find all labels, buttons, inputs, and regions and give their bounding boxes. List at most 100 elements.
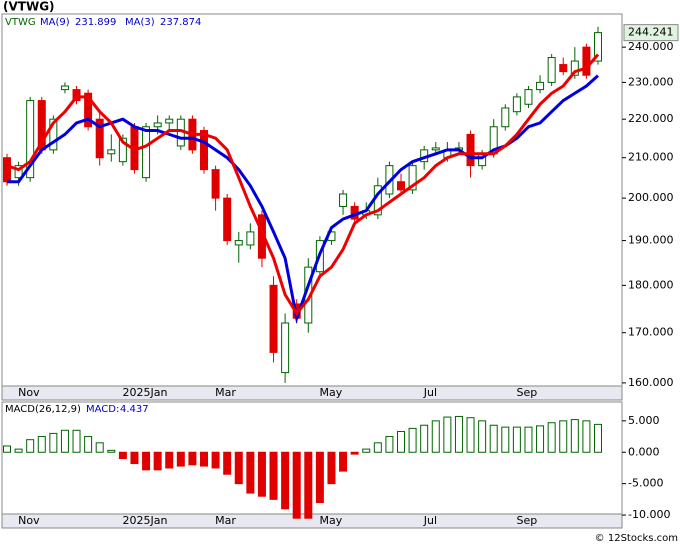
candle-body (223, 197, 232, 242)
candle-body (14, 165, 23, 179)
x-tick-label: Jul (423, 386, 437, 399)
macd-bar (559, 420, 568, 453)
macd-bar (142, 451, 151, 471)
x-tick-label: Nov (18, 386, 40, 399)
macd-bar (408, 427, 417, 453)
candle-body (536, 81, 545, 91)
ma-line (7, 74, 600, 324)
macd-bar (315, 451, 324, 504)
candle-body (72, 89, 81, 102)
last-price: 244.241 (628, 26, 674, 39)
source: © 12Stocks.com (595, 533, 678, 544)
macd-bar (211, 451, 220, 469)
ma-line (6, 53, 600, 317)
macd-bar (257, 451, 266, 497)
macd-bar (281, 451, 290, 510)
candle-body (547, 57, 556, 83)
candle-body (339, 193, 348, 207)
macd-bar (373, 442, 382, 453)
macd-bar (14, 448, 23, 453)
candle-body (501, 107, 510, 128)
y-tick-label: 180.000 (628, 278, 674, 291)
y-tick-label: 170.000 (628, 326, 674, 339)
macd-bar (512, 426, 521, 453)
y-tick-label: 210.000 (628, 151, 674, 164)
macd-bar (60, 429, 69, 453)
y-tick-label: 220.000 (628, 112, 674, 125)
macd-bar (292, 451, 301, 519)
macd-bar (49, 432, 58, 453)
candle-body (142, 126, 151, 179)
macd-bar (582, 420, 591, 453)
x-tick-label: May (319, 386, 342, 399)
candle-body (49, 118, 58, 151)
macd-bar (501, 426, 510, 453)
y-tick-label: 200.000 (628, 191, 674, 204)
candle-body (408, 165, 417, 191)
macd-bar (188, 451, 197, 466)
macd-bar (570, 419, 579, 453)
x-axis-strip (1, 385, 623, 401)
y-tick-label: 5.000 (628, 414, 660, 427)
macd-bar (443, 416, 452, 453)
candle-body (431, 147, 440, 151)
candle-body (118, 137, 127, 163)
x-tick-label: Jul (423, 514, 437, 527)
macd-bar (327, 451, 336, 485)
candle-body (107, 149, 116, 155)
candle-body (153, 122, 162, 128)
candle-body (3, 157, 11, 183)
candle-body (234, 240, 243, 246)
x-tick-label: Mar (215, 514, 236, 527)
macd-bar (3, 445, 11, 453)
macd-bar (118, 451, 127, 460)
candle-body (582, 46, 591, 76)
macd-bar (304, 451, 313, 519)
candle-body (524, 89, 533, 105)
x-tick-label: Sep (516, 514, 537, 527)
macd-bar (37, 436, 46, 453)
macd-bar (454, 415, 463, 453)
macd-bar (234, 451, 243, 485)
macd-bar (176, 451, 185, 467)
candle-body (512, 96, 521, 113)
legend-label: VTWG (5, 17, 36, 28)
x-tick-label: Mar (215, 386, 236, 399)
macd-bar (536, 425, 545, 453)
macd-bar (397, 431, 405, 453)
x-tick-label: 2025Jan (122, 514, 167, 527)
y-tick-label: 230.000 (628, 75, 674, 88)
macd-bar (594, 423, 602, 453)
legend-prefix: MACD: (86, 404, 119, 415)
candle-body (269, 284, 278, 353)
candle-body (281, 322, 290, 374)
x-tick-label: 2025Jan (122, 386, 167, 399)
y-tick-label: 160.000 (628, 376, 674, 389)
candle-body (594, 32, 602, 62)
candle-body (246, 231, 255, 246)
legend-name: MA(3) (125, 17, 155, 28)
y-tick-label: 0.000 (628, 445, 660, 458)
candle-body (466, 133, 475, 167)
macd-bar (362, 448, 371, 453)
macd-bar (165, 451, 174, 469)
macd-bar (26, 439, 35, 453)
macd-bar (466, 417, 475, 453)
y-tick-label: 240.000 (628, 40, 674, 53)
macd-bar (107, 449, 116, 453)
candle-body (559, 64, 568, 73)
candle-body (84, 92, 93, 128)
legend-value: 4.437 (120, 404, 149, 415)
macd-bar (420, 424, 429, 453)
macd-bar (489, 424, 498, 453)
candle-body (165, 118, 174, 124)
macd-bar (385, 436, 394, 453)
macd-bar (524, 426, 533, 453)
candle-body (570, 60, 579, 76)
macd-bar (339, 451, 348, 472)
macd-bar (84, 436, 93, 453)
macd-bar (72, 429, 81, 453)
candle-body (397, 181, 405, 191)
legend-name: MA(9) (40, 17, 70, 28)
